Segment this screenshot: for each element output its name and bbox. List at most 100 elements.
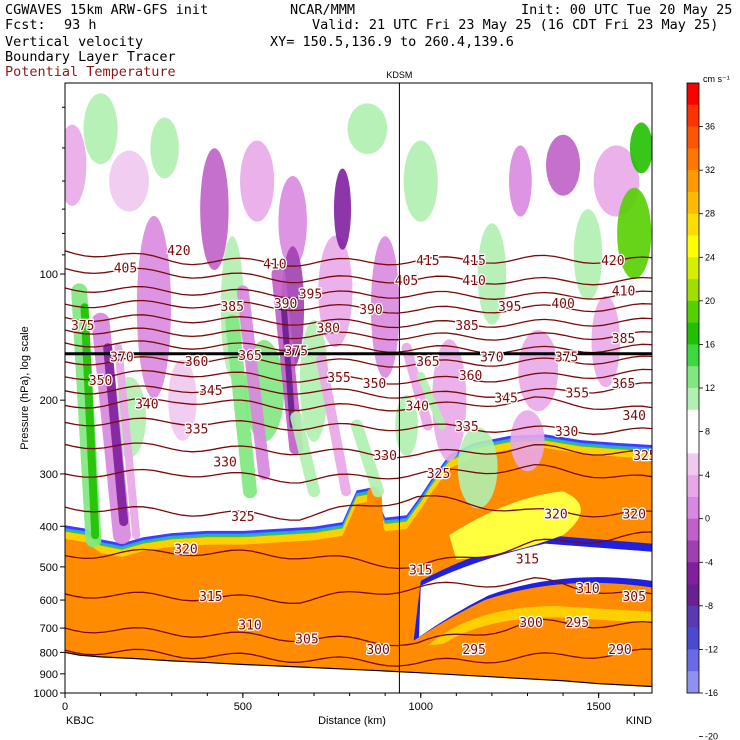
velocity-blob: [299, 320, 329, 442]
colorbar-label: 24: [705, 252, 715, 262]
colorbar-cell: [687, 649, 699, 672]
fcst-value: 93 h: [64, 17, 97, 33]
theta-label: 410: [612, 284, 635, 299]
theta-label: 340: [135, 398, 158, 413]
center-title: NCAR/MMM: [290, 2, 356, 18]
theta-contour: [65, 495, 652, 521]
colorbar-label: -16: [705, 688, 718, 698]
theta-label: 320: [622, 508, 645, 523]
colorbar-label: 16: [705, 339, 715, 349]
theta-label: 320: [544, 508, 567, 523]
colorbar-cell: [687, 279, 699, 302]
tracer-fold-gap: [418, 543, 652, 637]
theta-label: 410: [462, 274, 485, 289]
tracer-yellow-patch: [449, 491, 581, 560]
wave-band: [225, 314, 257, 499]
left-station-label: KBJC: [66, 715, 94, 727]
colorbar-cell: [687, 388, 699, 411]
velocity-blob: [457, 427, 498, 509]
colorbar-label: -12: [705, 644, 718, 654]
theta-label: 415: [416, 254, 439, 269]
theta-label: 375: [555, 350, 578, 365]
theta-contour: [65, 250, 652, 267]
colorbar-label: 12: [705, 383, 715, 393]
y-tick-label: 1000: [34, 688, 58, 700]
colorbar-label: 8: [705, 427, 710, 437]
theta-label: 315: [199, 590, 222, 605]
field-potential-temperature: Potential Temperature: [5, 64, 176, 80]
theta-label: 405: [114, 261, 137, 276]
velocity-blob: [432, 339, 467, 462]
y-tick-label: 700: [40, 623, 58, 635]
colorbar-cell: [687, 453, 699, 476]
velocity-blob: [370, 236, 400, 379]
y-axis-label: Pressure (hPa), log scale: [19, 326, 31, 450]
theta-label: 295: [566, 616, 589, 631]
theta-contour: [65, 618, 652, 647]
theta-label: 350: [89, 374, 112, 389]
theta-label: 310: [238, 618, 261, 633]
velocity-blob: [545, 134, 581, 196]
theta-label: 315: [516, 552, 539, 567]
theta-label: 365: [612, 377, 635, 392]
colorbar-cell: [687, 627, 699, 650]
colorbar-label: 20: [705, 296, 715, 306]
colorbar-label: 32: [705, 165, 715, 175]
velocity-blob: [200, 148, 229, 271]
velocity-blob: [617, 187, 652, 280]
x-tick-label: 0: [62, 701, 68, 713]
theta-label: 420: [601, 254, 624, 269]
field-boundary-tracer: Boundary Layer Tracer: [5, 49, 176, 65]
velocity-blob: [510, 410, 545, 472]
y-tick-label: 900: [40, 669, 58, 681]
theta-contour: [65, 463, 652, 484]
colorbar: 36 32 28 24 20 16 12 8 4 0 -4 -8 -12 -16 -20: [686, 82, 718, 740]
theta-label: 325: [231, 510, 254, 525]
theta-label: 400: [551, 297, 574, 312]
velocity-blob: [150, 117, 179, 179]
theta-contour: [65, 299, 652, 314]
theta-label: 340: [622, 409, 645, 424]
wave-band: [80, 303, 100, 540]
fcst-label: Fcst:: [5, 17, 46, 33]
colorbar-cell: [687, 562, 699, 585]
theta-label: 330: [555, 425, 578, 440]
theta-label: 315: [409, 563, 432, 578]
theta-label: 350: [363, 377, 386, 392]
theta-contour: [65, 442, 652, 459]
theta-label: 365: [416, 355, 439, 370]
theta-label: 340: [405, 399, 428, 414]
theta-label: 415: [462, 254, 485, 269]
velocity-blob: [109, 150, 149, 212]
theta-label: 320: [174, 543, 197, 558]
theta-label: 330: [373, 449, 396, 464]
theta-contour: [65, 327, 652, 341]
theta-contour: [65, 267, 652, 286]
velocity-blob: [347, 103, 388, 155]
colorbar-cell: [687, 257, 699, 280]
model-title: CGWAVES 15km ARW-GFS init: [5, 2, 209, 18]
colorbar-cell: [687, 235, 699, 258]
theta-label: 405: [395, 274, 418, 289]
colorbar-cell: [687, 496, 699, 520]
theta-label: 420: [167, 244, 190, 259]
theta-label: 365: [238, 349, 261, 364]
colorbar-cell: [687, 584, 699, 607]
colorbar-cell: [687, 213, 699, 236]
colorbar-cell: [687, 300, 699, 323]
y-tick-label: 100: [40, 269, 58, 281]
y-tick-label: 500: [40, 562, 58, 574]
velocity-blob: [573, 209, 603, 301]
wave-band: [316, 354, 352, 497]
x-axis-label: Distance (km): [318, 715, 386, 727]
colorbar-label: 28: [705, 209, 715, 219]
y-tick-label: 800: [40, 647, 58, 659]
y-tick-label: 300: [40, 469, 58, 481]
theta-label: 395: [498, 300, 521, 315]
colorbar-cell: [687, 671, 699, 694]
theta-contour: [65, 314, 652, 329]
theta-label: 300: [366, 643, 389, 658]
theta-label: 360: [459, 369, 482, 384]
x-tick-label: 500: [234, 701, 252, 713]
theta-label: 345: [494, 391, 517, 406]
